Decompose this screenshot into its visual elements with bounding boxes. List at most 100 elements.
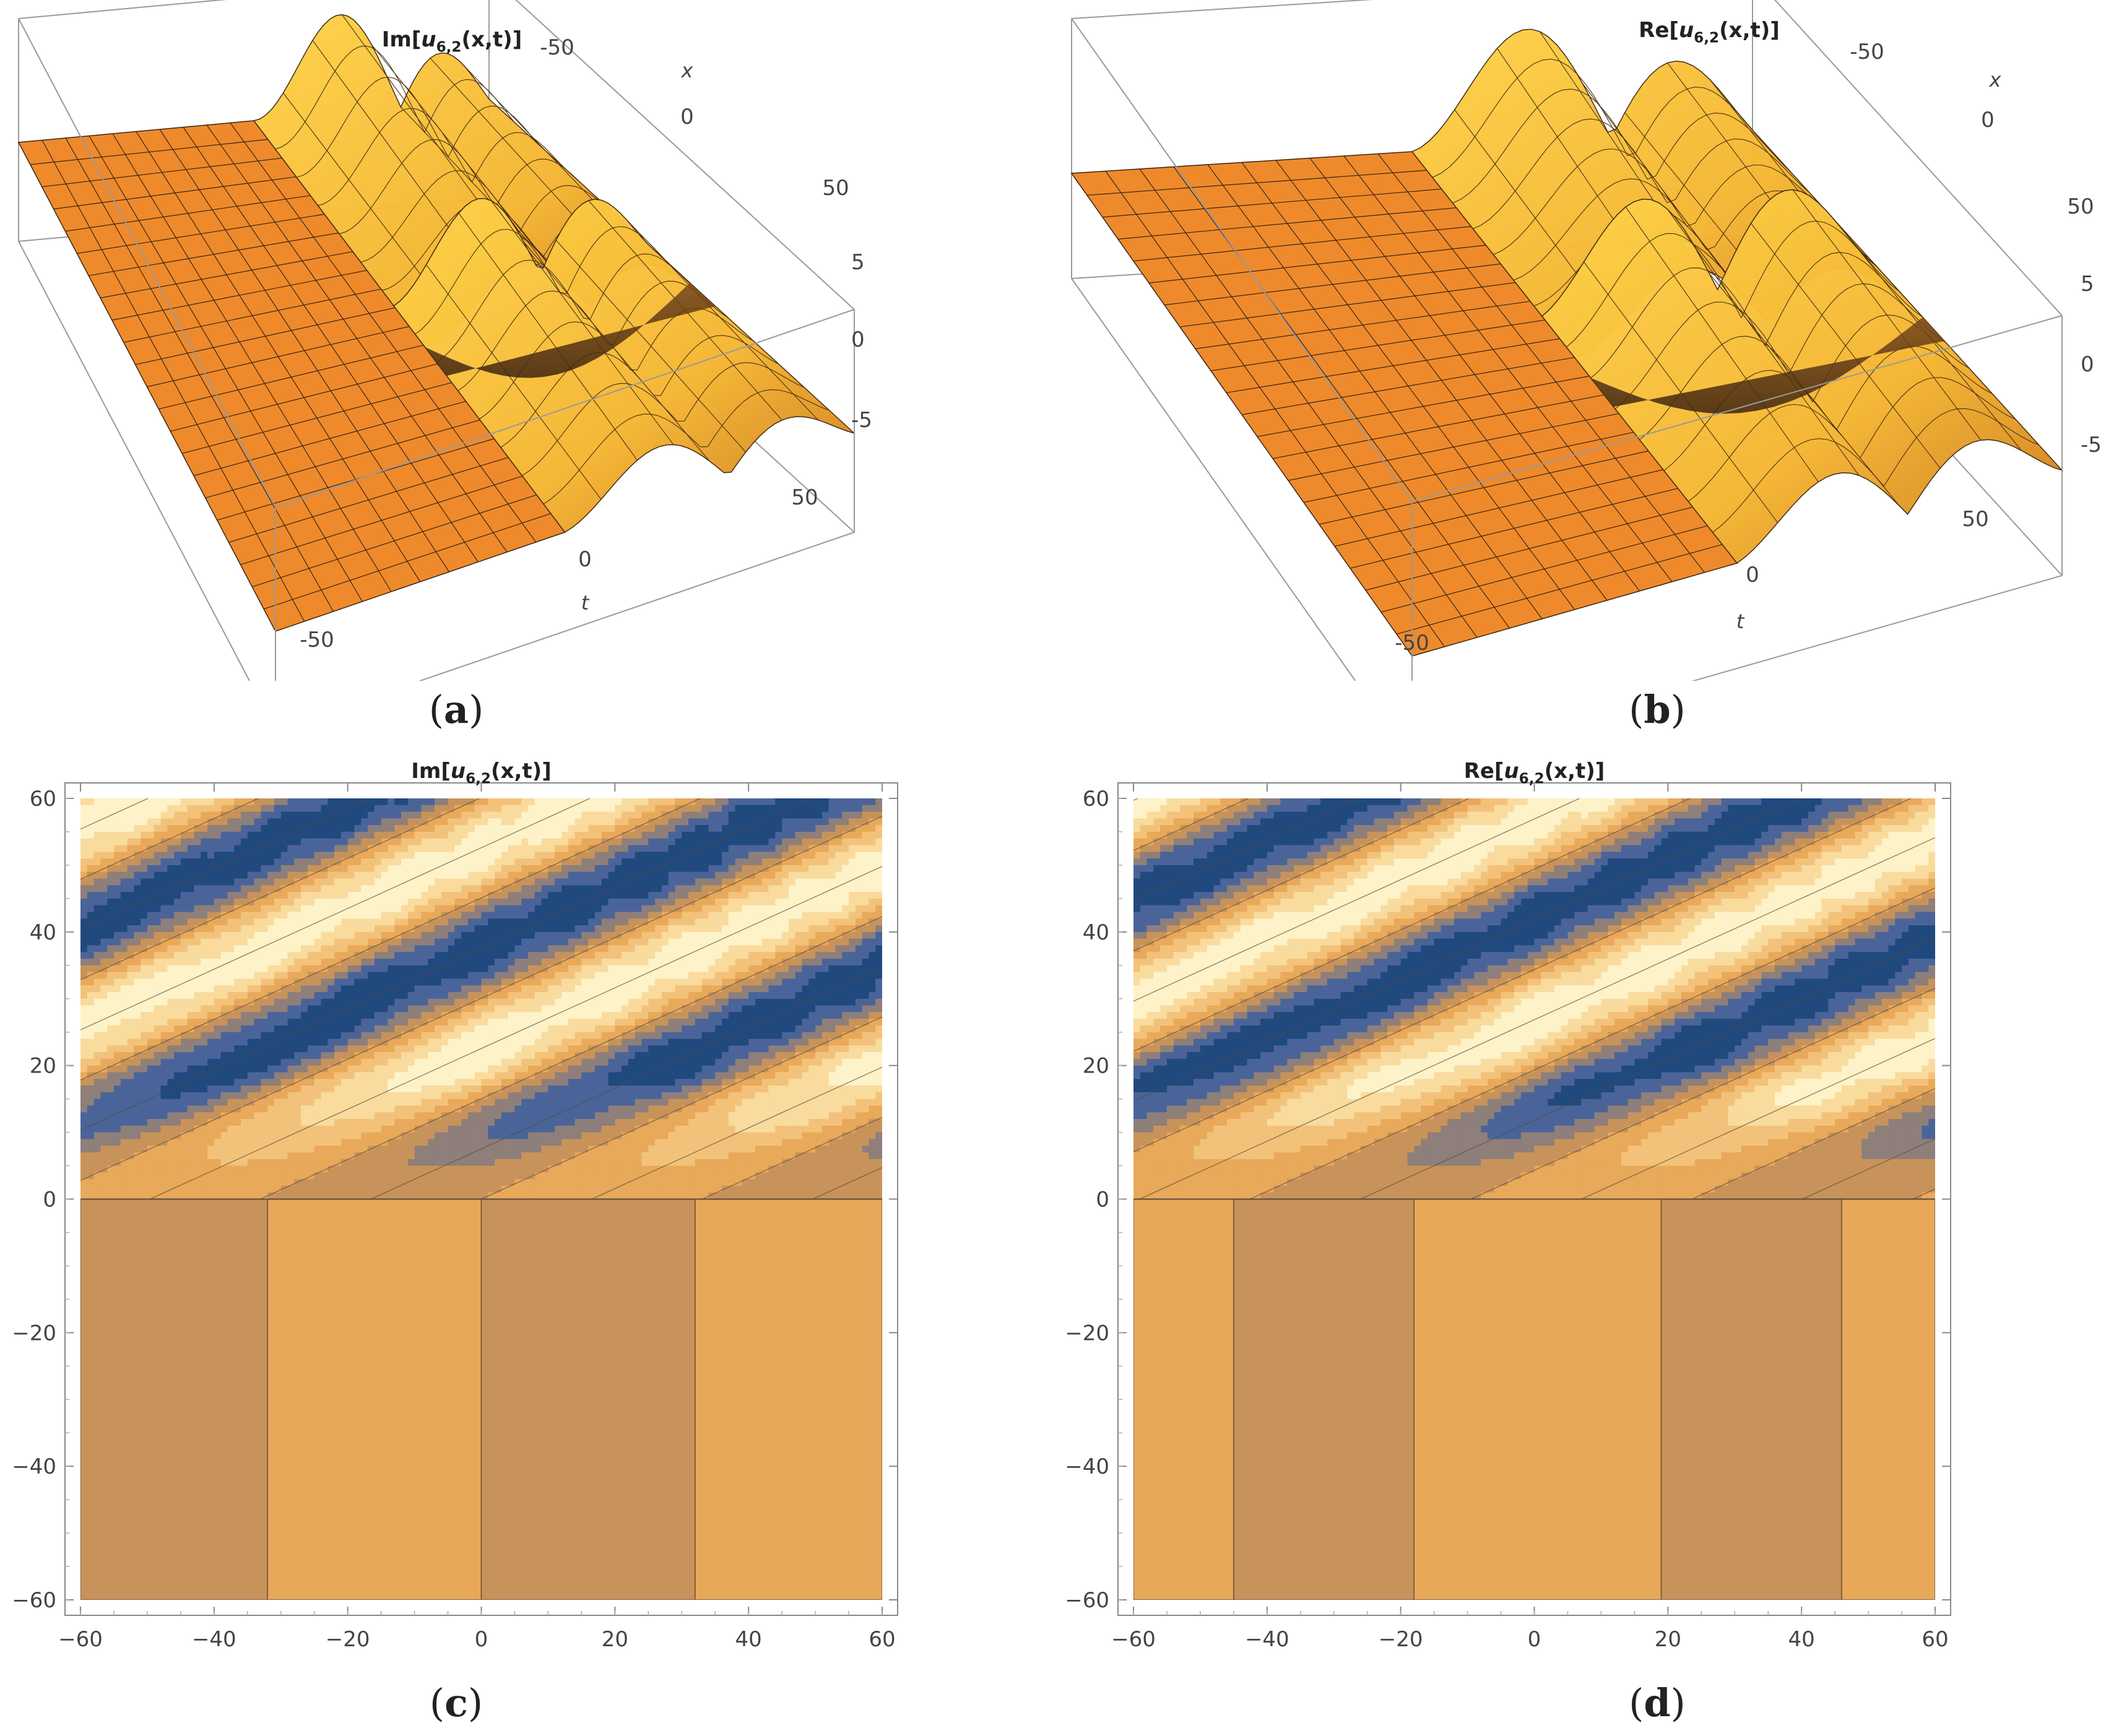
- contour-cell: [534, 998, 542, 1006]
- contour-cell: [207, 858, 215, 866]
- contour-cell: [434, 871, 442, 879]
- contour-cell: [481, 818, 488, 826]
- contour-cell: [414, 818, 422, 826]
- contour-cell: [869, 931, 876, 939]
- contour-cell: [541, 978, 549, 986]
- contour-cell: [301, 831, 308, 839]
- contour-cell: [334, 1045, 342, 1053]
- contour-cell: [261, 885, 268, 892]
- contour-cell: [768, 905, 776, 913]
- contour-cell: [220, 871, 228, 879]
- contour-cell: [334, 1052, 342, 1060]
- contour-cell: [134, 852, 141, 859]
- contour-cell: [695, 912, 703, 919]
- contour-cell: [802, 991, 809, 1000]
- contour-cell: [855, 831, 863, 839]
- contour-cell: [87, 845, 95, 852]
- contour-cell: [842, 798, 849, 806]
- contour-cell: [481, 1032, 488, 1040]
- contour-cell: [141, 972, 148, 979]
- contour-cell: [113, 918, 121, 926]
- contour-cell: [340, 945, 349, 952]
- contour-cell: [93, 952, 101, 959]
- contour-cell: [141, 991, 148, 1000]
- contour-cell: [728, 852, 736, 859]
- contour-cell: [207, 1058, 215, 1066]
- contour-cell: [247, 1058, 255, 1066]
- contour-cell: [234, 931, 241, 939]
- contour-cell: [528, 1039, 535, 1046]
- contour-cell: [655, 978, 662, 986]
- contour-cell: [574, 918, 582, 926]
- contour-cell: [541, 965, 549, 973]
- contour-cell: [795, 871, 803, 879]
- contour-cell: [407, 972, 415, 979]
- contour-cell: [615, 959, 622, 966]
- contour-cell: [835, 918, 843, 926]
- contour-cell: [388, 978, 395, 986]
- contour-cell: [615, 952, 622, 959]
- contour-cell: [80, 1025, 88, 1033]
- contour-cell: [815, 858, 823, 866]
- contour-cell: [80, 991, 88, 1000]
- contour-cell: [381, 885, 389, 892]
- contour-cell: [708, 798, 716, 806]
- contour-cell: [534, 1045, 542, 1053]
- contour-cell: [635, 878, 643, 886]
- contour-cell: [354, 898, 362, 906]
- contour-cell: [708, 852, 716, 859]
- flat-grid-line-x: [181, 382, 452, 454]
- contour-cell: [795, 852, 803, 859]
- contour-cell: [388, 1032, 395, 1040]
- contour-cell: [394, 912, 402, 919]
- contour-cell: [280, 798, 288, 806]
- contour-cell: [134, 991, 141, 1000]
- contour-cell: [448, 852, 455, 859]
- contour-cell: [407, 1005, 415, 1013]
- contour-cell: [207, 885, 215, 892]
- contour-cell: [234, 918, 241, 926]
- contour-cell: [815, 978, 823, 986]
- contour-cell: [688, 892, 696, 899]
- contour-cell: [768, 1012, 776, 1019]
- contour-cell: [294, 871, 301, 879]
- contour-cell: [100, 825, 108, 832]
- contour-cell: [307, 912, 315, 919]
- contour-cell: [127, 931, 134, 939]
- contour-cell: [340, 818, 349, 826]
- contour-cell: [134, 905, 141, 913]
- contour-cell: [154, 898, 162, 906]
- contour-cell: [488, 1019, 495, 1026]
- contour-cell: [421, 1058, 428, 1066]
- contour-cell: [294, 965, 301, 973]
- contour-cell: [541, 838, 549, 846]
- contour-cell: [340, 912, 349, 919]
- contour-cell: [401, 838, 409, 846]
- contour-cell: [448, 1005, 455, 1013]
- contour-cell: [334, 871, 342, 879]
- contour-cell: [869, 1058, 876, 1066]
- contour-cell: [113, 972, 121, 979]
- contour-cell: [401, 871, 409, 879]
- contour-cell: [448, 965, 455, 973]
- contour-plot-c: −60 −40 −20 0 20 40 606040200−20−40−60Im[u6,2(…: [12, 759, 898, 1652]
- contour-cell: [821, 845, 830, 852]
- contour-cell: [274, 811, 282, 819]
- contour-cell: [675, 865, 682, 873]
- contour-cell: [234, 978, 241, 986]
- contour-cell: [715, 818, 722, 826]
- contour-cell: [234, 905, 241, 913]
- contour-cell: [461, 991, 469, 1000]
- contour-cell: [581, 991, 589, 1000]
- contour-cell: [521, 871, 529, 879]
- contour-cell: [207, 905, 215, 913]
- contour-cell: [327, 912, 335, 919]
- contour-cell: [207, 852, 215, 859]
- contour-cell: [541, 912, 549, 919]
- contour-cell: [875, 892, 882, 899]
- contour-cell: [735, 1012, 742, 1019]
- contour-cell: [541, 892, 549, 899]
- contour-cell: [234, 892, 241, 899]
- contour-cell: [187, 838, 195, 846]
- contour-cell: [615, 1039, 622, 1046]
